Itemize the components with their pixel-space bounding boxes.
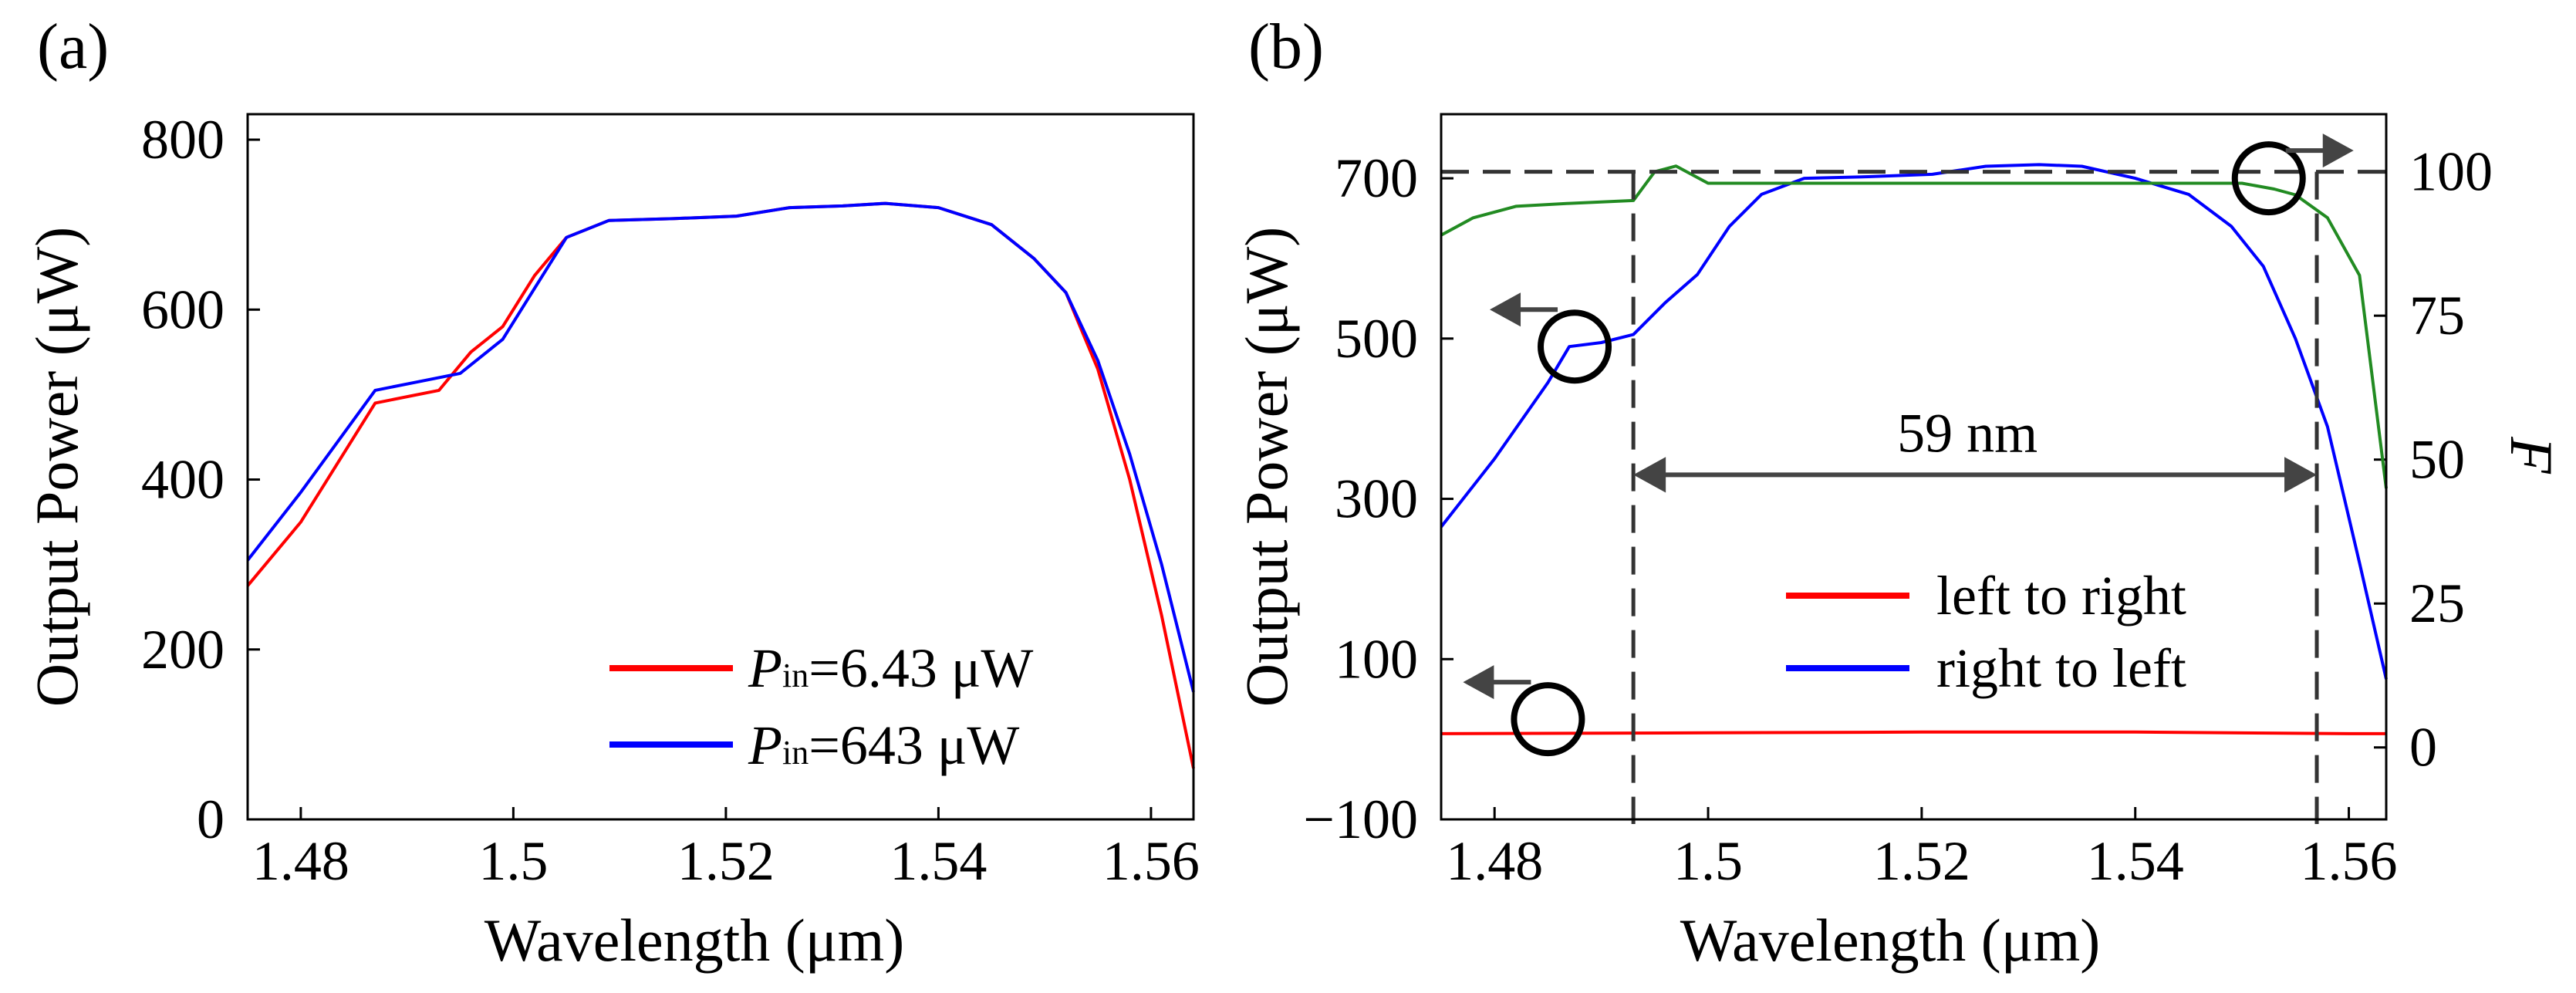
panel-b-x-axis-title: Wavelength (μm) (1680, 907, 2101, 974)
y-tick-label: 500 (1335, 308, 1418, 370)
axis-indicator-arrow-head (1463, 665, 1494, 700)
series-line-pin-6-43-w (246, 201, 1195, 769)
x-tick-label: 1.56 (1102, 830, 1200, 892)
series-line-f (1440, 164, 2388, 489)
y-tick-label: 300 (1335, 468, 1418, 530)
x-tick-label: 1.52 (1873, 830, 1970, 892)
y-tick-label: 100 (1335, 628, 1418, 690)
x-tick-label: 1.48 (252, 830, 349, 892)
x-tick-label: 1.54 (2087, 830, 2184, 892)
x-tick-label: 1.48 (1446, 830, 1543, 892)
y-tick-label: 600 (141, 279, 225, 340)
y-tick-label: 400 (141, 449, 225, 511)
x-tick-label: 1.56 (2301, 830, 2398, 892)
panel-b-y2-axis-title: F (2498, 436, 2565, 475)
axis-indicator-arrow-head (2322, 133, 2354, 168)
axis-indicator-arrow-head (1490, 292, 1521, 327)
y2-tick-label: 75 (2409, 285, 2465, 346)
x-tick-label: 1.5 (1673, 830, 1743, 892)
y2-tick-label: 0 (2409, 717, 2437, 779)
y-tick-label: −100 (1303, 789, 1418, 850)
legend-label-right-to-left: right to left (1936, 637, 2186, 699)
y-tick-label: 200 (141, 619, 225, 681)
panel-a-plot-frame (246, 113, 1195, 821)
axis-indicator-circle (2231, 141, 2306, 216)
panel-a: (a) 1.48 1.5 1.52 1.54 1.56 0 200 400 600 800 Wav… (23, 11, 1200, 974)
panel-a-y-axis-title: Output Power (μW) (23, 227, 90, 707)
x-tick-label: 1.5 (478, 830, 548, 892)
legend-label-pin-643: Pin=643 μW (748, 714, 1019, 776)
y-tick-label: 700 (1335, 147, 1418, 209)
panel-b: (b) 1.48 1.5 1.52 1.54 1.56 −100 100 300 500 700 0… (1233, 11, 2565, 974)
legend-label-pin-643e-2: Pin=6.43 μW (748, 637, 1033, 699)
y2-tick-label: 50 (2409, 429, 2465, 491)
series-line-left-to-right (1440, 730, 2386, 735)
bandwidth-arrow-left-head (1633, 457, 1666, 493)
y-tick-label: 0 (197, 789, 225, 850)
panel-a-legend: Pin=6.43 μW Pin=643 μW (609, 637, 1033, 776)
panel-a-label: (a) (37, 11, 109, 83)
bandwidth-arrow-right-head (2284, 457, 2318, 493)
panel-b-y-axis-title: Output Power (μW) (1233, 227, 1300, 707)
panel-b-legend: left to right right to left (1786, 565, 2186, 699)
series-line-pin-643-w (246, 201, 1195, 693)
y-tick-label: 800 (141, 109, 225, 171)
axis-indicator-circle (1511, 682, 1585, 757)
panel-a-x-axis-title: Wavelength (μm) (484, 907, 905, 974)
axis-indicator-circle (1538, 309, 1612, 384)
y2-tick-label: 100 (2409, 141, 2493, 203)
panel-b-plot-frame (1440, 113, 2388, 821)
legend-label-left-to-right: left to right (1936, 565, 2186, 627)
bandwidth-label: 59 nm (1897, 402, 2038, 464)
y2-tick-label: 25 (2409, 572, 2465, 634)
x-tick-label: 1.54 (890, 830, 987, 892)
series-line-right-to-left (1440, 163, 2388, 680)
x-tick-label: 1.52 (677, 830, 775, 892)
panel-b-label: (b) (1248, 11, 1324, 83)
